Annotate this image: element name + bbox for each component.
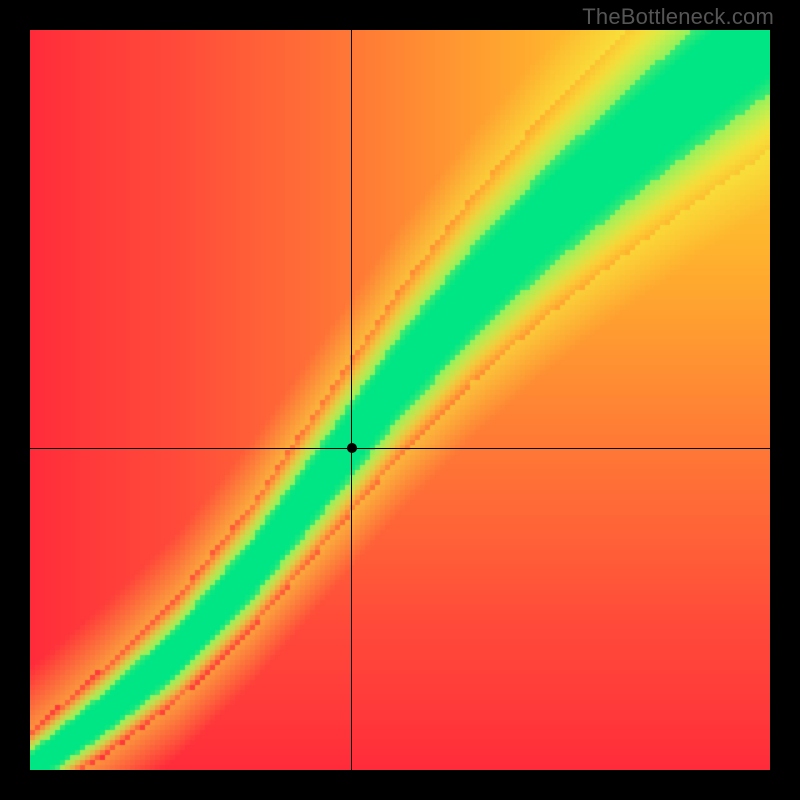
watermark-text: TheBottleneck.com	[582, 4, 774, 30]
crosshair-vertical	[351, 30, 352, 770]
chart-container: TheBottleneck.com	[0, 0, 800, 800]
heatmap-canvas	[30, 30, 770, 770]
crosshair-dot	[347, 443, 357, 453]
crosshair-horizontal	[30, 448, 770, 449]
